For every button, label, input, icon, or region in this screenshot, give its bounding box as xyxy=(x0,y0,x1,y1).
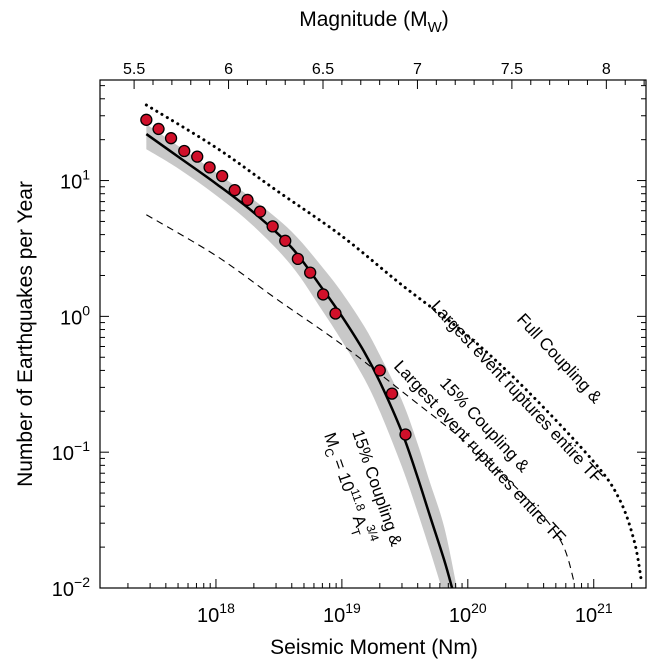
observed-point-13 xyxy=(304,266,317,279)
x-axis-title: Seismic Moment (Nm) xyxy=(270,636,478,659)
observed-point-17 xyxy=(385,387,399,400)
observed-point-12 xyxy=(291,252,304,266)
top-tick-label-3: 7 xyxy=(413,61,422,78)
y-tick-label-0: 10−2 xyxy=(52,574,90,601)
observed-point-7 xyxy=(228,183,241,197)
observed-point-9 xyxy=(253,205,267,218)
observed-point-6 xyxy=(216,169,229,183)
observed-point-16 xyxy=(373,364,386,377)
top-tick-label-2: 6.5 xyxy=(312,61,334,78)
uncertainty-band xyxy=(146,124,457,588)
observed-point-8 xyxy=(241,193,254,207)
fifteen-percent-entire-tf-curve xyxy=(146,214,575,583)
observed-points xyxy=(140,113,412,441)
top-tick-label-4: 7.5 xyxy=(501,61,523,78)
observed-point-10 xyxy=(266,220,279,233)
plot-frame xyxy=(99,79,647,589)
y-tick-label-3: 101 xyxy=(60,167,90,194)
y-axis-title: Number of Earthquakes per Year xyxy=(14,181,37,487)
x-tick-label-2: 1020 xyxy=(449,600,487,627)
observed-point-11 xyxy=(279,234,292,247)
x-tick-label-3: 1021 xyxy=(575,600,613,627)
observed-point-15 xyxy=(329,307,342,320)
top-tick-label-1: 6 xyxy=(224,61,233,78)
y-tick-label-1: 10−1 xyxy=(52,438,90,465)
fifteen-percent-mc-curve xyxy=(145,133,454,588)
top-tick-label-5: 8 xyxy=(602,61,611,78)
observed-point-2 xyxy=(164,132,178,145)
x-axis-ticks: 1018 1019 1020 1021 xyxy=(127,579,633,627)
plot-area xyxy=(140,103,644,588)
x-tick-label-1: 1019 xyxy=(323,600,361,627)
observed-point-18 xyxy=(399,428,412,441)
top-axis-ticks: 5.5 6 6.5 7 7.5 8 xyxy=(123,61,645,89)
full-coupling-curve xyxy=(144,103,644,584)
observed-point-1 xyxy=(152,122,165,136)
observed-point-14 xyxy=(317,288,330,301)
top-axis-title: Magnitude (MW) xyxy=(299,8,449,36)
observed-point-4 xyxy=(191,150,204,163)
observed-point-0 xyxy=(140,113,153,126)
top-tick-label-0: 5.5 xyxy=(123,61,145,78)
x-tick-label-0: 1018 xyxy=(197,600,235,627)
observed-point-3 xyxy=(178,144,191,158)
y-axis-ticks: 10−2 10−1 100 101 xyxy=(52,85,646,601)
observed-point-5 xyxy=(203,161,216,174)
y-tick-label-2: 100 xyxy=(60,302,90,329)
